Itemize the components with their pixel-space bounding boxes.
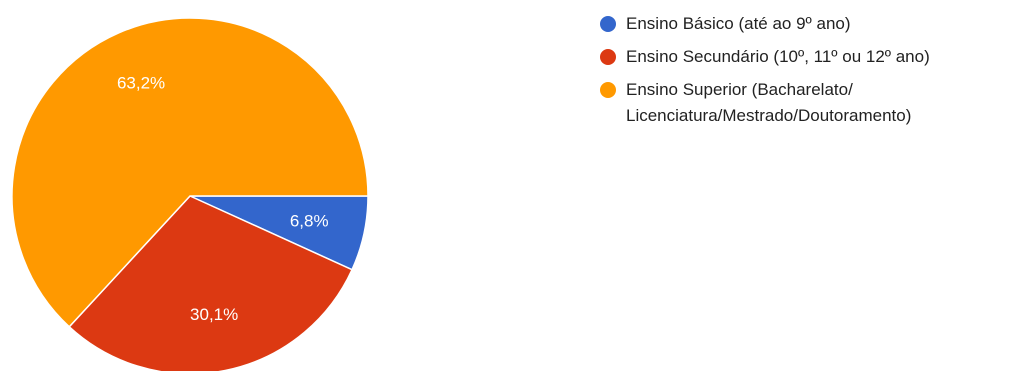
chart-legend: Ensino Básico (até ao 9º ano) Ensino Sec… <box>600 11 1025 136</box>
pie-label-ensino-superior: 63,2% <box>117 74 165 93</box>
pie-chart: 6,8% 30,1% 63,2% <box>11 17 369 371</box>
legend-item-ensino-basico[interactable]: Ensino Básico (até ao 9º ano) <box>600 11 1025 37</box>
pie-slice-ensino-superior[interactable] <box>11 17 369 328</box>
legend-swatch <box>600 82 616 98</box>
legend-item-ensino-secundario[interactable]: Ensino Secundário (10º, 11º ou 12º ano) <box>600 44 1025 70</box>
pie-chart-svg: 6,8% 30,1% 63,2% <box>11 17 369 371</box>
legend-swatch <box>600 16 616 32</box>
legend-label: Ensino Superior (Bacharelato/ Licenciatu… <box>626 80 912 125</box>
pie-slice-labels: 6,8% 30,1% 63,2% <box>117 74 329 324</box>
legend-label: Ensino Básico (até ao 9º ano) <box>626 14 851 33</box>
pie-slices <box>11 17 369 371</box>
pie-label-ensino-secundario: 30,1% <box>190 305 238 324</box>
pie-slice-ensino-secundario[interactable] <box>68 195 354 371</box>
legend-swatch <box>600 49 616 65</box>
legend-label: Ensino Secundário (10º, 11º ou 12º ano) <box>626 47 930 66</box>
pie-label-ensino-basico: 6,8% <box>290 211 329 230</box>
legend-item-ensino-superior[interactable]: Ensino Superior (Bacharelato/ Licenciatu… <box>600 77 1025 129</box>
